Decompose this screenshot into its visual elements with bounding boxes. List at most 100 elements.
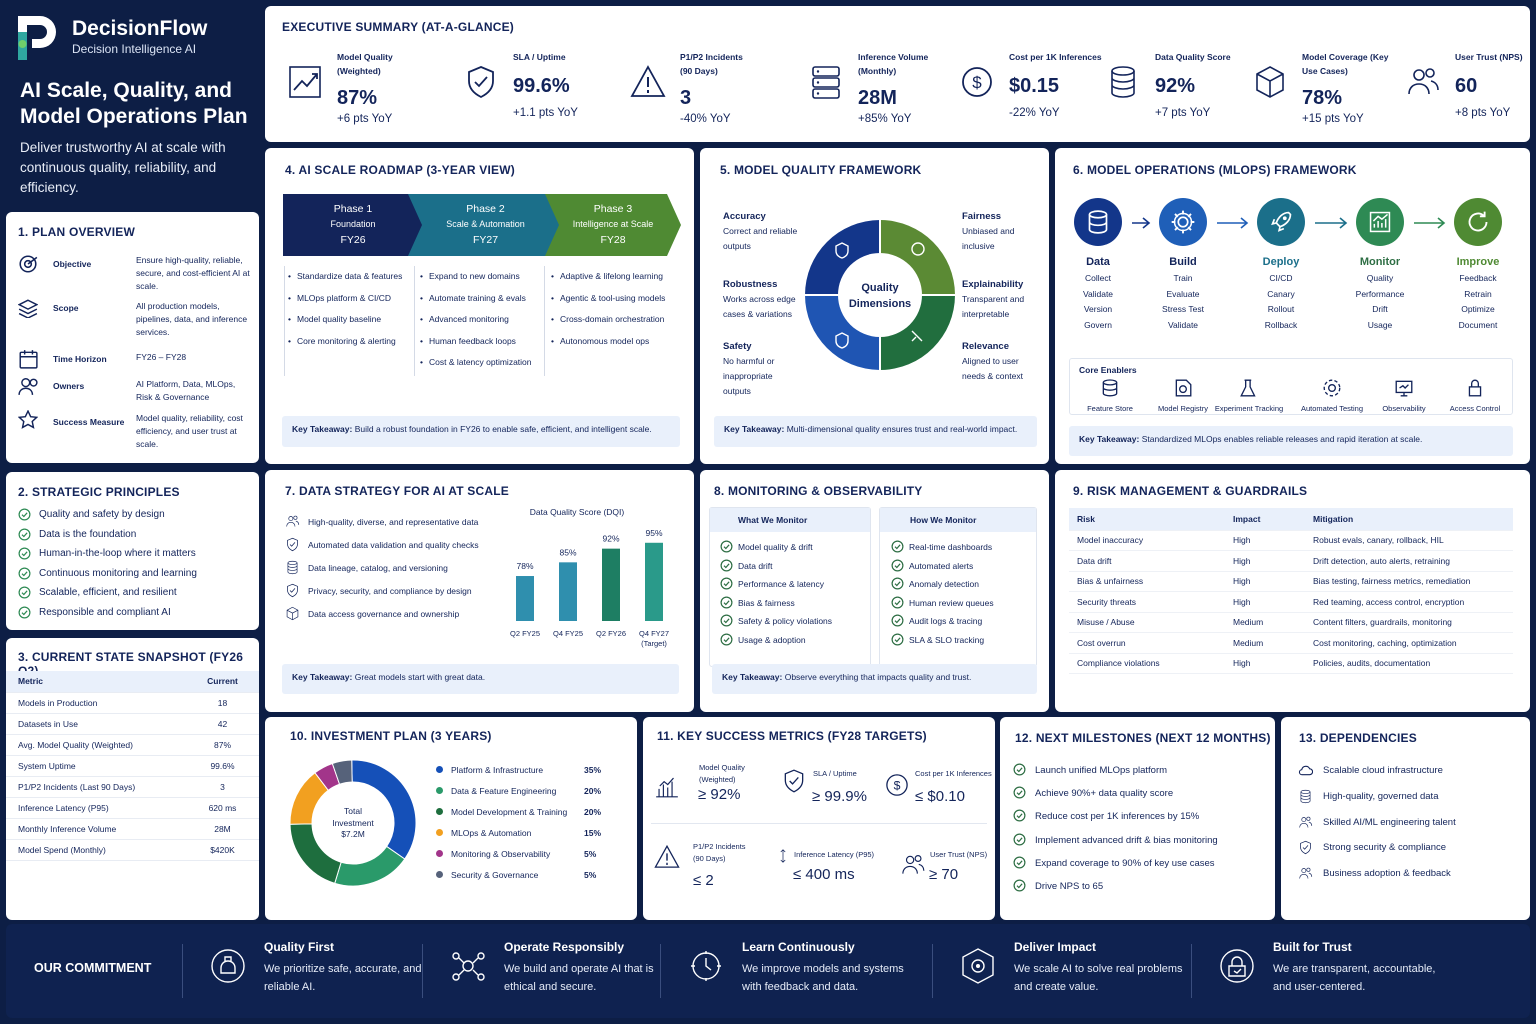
dim-name: Robustness <box>723 279 778 290</box>
table-row: Monthly Inference Volume 28M <box>6 818 259 840</box>
dqi-value-label: 85% <box>559 547 576 557</box>
enabler-label: Access Control <box>1449 404 1501 413</box>
cloud-icon <box>1298 763 1313 778</box>
table-row: Model inaccuracy High Robust evals, canary… <box>1069 530 1513 551</box>
investment-card: 10. INVESTMENT PLAN (3 YEARS) <box>265 717 637 920</box>
kpi-delta: +6 pts YoY <box>337 113 393 125</box>
legend-value: 20% <box>584 786 602 796</box>
dependency-text: Business adoption & feedback <box>1323 868 1451 880</box>
risk-mitigation: Bias testing, fairness metrics, remediat… <box>1305 571 1513 592</box>
list-item: Standardize data & features <box>288 266 402 288</box>
arrow-right-icon <box>1412 216 1448 230</box>
list-item: Core monitoring & alerting <box>288 331 402 353</box>
chart-title: Data Quality Score (DQI) <box>530 507 625 517</box>
commitment-item-1: Operate Responsibly We build and operate … <box>452 940 679 996</box>
quality-dim-explainability: Explainability Transparent and interpreta… <box>962 277 1040 322</box>
investment-title: 10. INVESTMENT PLAN (3 YEARS) <box>290 729 492 743</box>
metric-label: P1/P2 Incidents (90 Days) <box>693 842 746 863</box>
table-row: Models in Production 18 <box>6 692 259 714</box>
stage-name: Monitor <box>1359 256 1401 268</box>
rocket-icon <box>1257 198 1305 246</box>
database-icon <box>1105 64 1141 100</box>
legend-label: Data & Feature Engineering <box>451 786 557 796</box>
list-item: Automate training & evals <box>420 288 532 310</box>
metric-value: 620 ms <box>186 797 259 819</box>
dqi-value-label: 92% <box>602 534 619 544</box>
stage-item: Validate <box>1167 319 1199 330</box>
strategic-principles-title: 2. STRATEGIC PRINCIPLES <box>18 485 180 499</box>
metric-target: ≤ $0.10 <box>915 788 965 805</box>
mlops-title: 6. MODEL OPERATIONS (MLOPS) FRAMEWORK <box>1073 163 1357 177</box>
milestone-text: Achieve 90%+ data quality score <box>1035 788 1174 800</box>
latency-icon <box>775 848 791 864</box>
stage-item: Train <box>1173 273 1193 283</box>
monitor-text: Automated alerts <box>909 560 974 571</box>
legend-value: 5% <box>584 870 597 880</box>
stage-name: Build <box>1169 256 1197 268</box>
stage-item: Collect <box>1085 273 1111 283</box>
legend-swatch <box>436 766 443 773</box>
quality-framework-title: 5. MODEL QUALITY FRAMEWORK <box>720 163 922 177</box>
milestone-text: Implement advanced drift & bias monitori… <box>1035 834 1218 846</box>
data-strategy-text: Privacy, security, and compliance by des… <box>308 586 472 596</box>
footer-divider <box>182 944 183 998</box>
stage-item: Usage <box>1367 319 1393 330</box>
mlops-stage-monitor: Monitor Quality Performance Drift Usage <box>1340 198 1420 333</box>
stage-name: Improve <box>1456 256 1500 268</box>
stage-item: Govern <box>1084 319 1112 330</box>
risk-table: Risk Impact Mitigation Model inaccuracy Hig… <box>1069 508 1513 674</box>
overview-label: Time Horizon <box>53 354 107 364</box>
core-enablers-box <box>1069 358 1513 415</box>
stage-name: Data <box>1086 256 1110 268</box>
commitment-item-0: Quality First We prioritize safe, accurat… <box>211 940 439 996</box>
kpi-1: SLA / Uptime 99.6% +1.1 pts YoY <box>463 50 613 135</box>
kpi-label: Model Quality (Weighted) <box>337 52 393 76</box>
metric-name: P1/P2 Incidents (Last 90 Days) <box>6 776 186 798</box>
how-header: How We Monitor <box>880 508 1036 532</box>
dim-desc: Transparent and interpretable <box>962 294 1025 319</box>
model-registry-icon <box>1173 378 1193 398</box>
core-enablers-title: Core Enablers <box>1079 365 1137 375</box>
roadmap-title: 4. AI SCALE ROADMAP (3-YEAR VIEW) <box>285 163 515 177</box>
kpi-2: P1/P2 Incidents (90 Days) 3 -40% YoY <box>630 50 780 135</box>
monitor-text: Usage & adoption <box>738 635 806 645</box>
trend-up-icon <box>287 64 323 100</box>
page-subtitle: Deliver trustworthy AI at scale with con… <box>20 140 226 195</box>
principle-text: Scalable, efficient, and resilient <box>39 587 177 599</box>
enabler-item: Experiment Tracking <box>1214 378 1284 413</box>
check-circle-icon <box>720 614 733 627</box>
legend-swatch <box>436 871 443 878</box>
dqi-category-label: Q2 FY25 <box>510 629 540 638</box>
legend-value: 15% <box>584 828 602 838</box>
risk-mitigation: Robust evals, canary, rollback, HIL <box>1305 530 1513 551</box>
legend-swatch <box>436 787 443 794</box>
metrics-card: 11. KEY SUCCESS METRICS (FY28 TARGETS) <box>643 717 995 920</box>
decisionflow-logo-icon <box>14 14 62 62</box>
list-item: Human feedback loops <box>420 331 532 353</box>
quality-dim-robustness: Robustness Works across edge cases & vari… <box>723 277 798 322</box>
phase-name: Phase 2 <box>466 203 505 215</box>
dim-name: Explainability <box>962 279 1024 290</box>
monitoring-takeaway: Key Takeaway: Observe everything that im… <box>712 664 1037 694</box>
quality-dim-accuracy: Accuracy Correct and reliable outputs <box>723 209 798 254</box>
stage-item: Optimize <box>1461 304 1495 314</box>
phase-year: FY26 <box>340 234 366 246</box>
commitment-desc: We scale AI to solve real problems and c… <box>1014 963 1183 993</box>
quality-icon <box>208 946 248 986</box>
data-strategy-takeaway: Key Takeaway: Great models start with gr… <box>282 664 679 694</box>
milestones-title: 12. NEXT MILESTONES (NEXT 12 MONTHS) <box>1015 731 1271 745</box>
investment-slice-1 <box>334 845 406 887</box>
monitor-text: Model quality & drift <box>738 542 813 552</box>
overview-value: AI Platform, Data, MLOps, Risk & Governa… <box>136 379 236 402</box>
dqi-category-label: Q4 FY25 <box>553 629 583 638</box>
chart-icon <box>1356 198 1404 246</box>
executive-summary-title: EXECUTIVE SUMMARY (AT-A-GLANCE) <box>282 20 514 34</box>
bar-chart-icon <box>654 773 680 799</box>
phase-sub: Scale & Automation <box>446 219 525 229</box>
monitor-text: SLA & SLO tracking <box>909 635 985 645</box>
risk-impact: High <box>1225 530 1305 551</box>
phase-sub: Foundation <box>330 219 376 229</box>
stage-item: Drift <box>1372 304 1388 314</box>
dependencies-title: 13. DEPENDENCIES <box>1299 731 1417 745</box>
enabler-item: Feature Store <box>1075 378 1145 413</box>
